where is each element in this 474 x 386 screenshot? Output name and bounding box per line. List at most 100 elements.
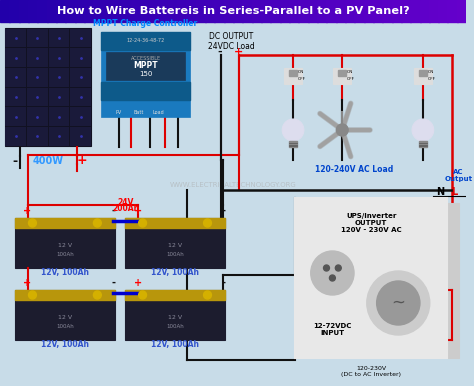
Bar (205, 0, 215, 22)
Bar (457, 0, 467, 22)
Circle shape (329, 275, 335, 281)
Text: 12V, 100Ah: 12V, 100Ah (41, 269, 89, 278)
Text: AC
Output: AC Output (444, 169, 472, 181)
Text: DC OUTPUT
24VDC Load: DC OUTPUT 24VDC Load (208, 32, 255, 51)
Bar (252, 0, 262, 22)
Bar (70, 29, 91, 47)
Text: -: - (111, 206, 115, 216)
Text: +: + (134, 206, 142, 216)
Text: 120-240V AC Load: 120-240V AC Load (315, 165, 393, 174)
Bar (27, 88, 48, 106)
Text: N: N (437, 187, 445, 197)
Bar (125, 218, 225, 268)
Text: How to Wire Battereis in Series-Parallel to a PV Panel?: How to Wire Battereis in Series-Parallel… (57, 6, 410, 16)
Bar (102, 0, 113, 22)
Text: 12 V: 12 V (58, 243, 72, 248)
Text: +: + (24, 278, 32, 288)
Bar (112, 0, 122, 22)
Circle shape (93, 291, 101, 299)
Bar (125, 218, 225, 228)
Text: -: - (221, 278, 225, 288)
Bar (289, 70, 297, 76)
Text: 150: 150 (139, 71, 152, 77)
Bar (106, 52, 185, 80)
Bar (37, 0, 47, 22)
Bar (177, 0, 187, 22)
Bar (5, 68, 26, 86)
Bar (5, 107, 26, 126)
Bar (125, 290, 225, 300)
Circle shape (337, 124, 348, 136)
Text: 100Ah: 100Ah (56, 323, 74, 328)
Circle shape (324, 265, 329, 271)
Text: 100Ah: 100Ah (56, 252, 74, 257)
Bar (280, 0, 290, 22)
Circle shape (377, 281, 420, 325)
Bar (140, 0, 150, 22)
Bar (65, 0, 75, 22)
Circle shape (335, 265, 341, 271)
Circle shape (139, 291, 146, 299)
Bar (27, 127, 48, 146)
Bar (345, 0, 355, 22)
Bar (295, 198, 447, 358)
Bar (233, 0, 243, 22)
Circle shape (282, 119, 304, 141)
Text: 12V, 100Ah: 12V, 100Ah (151, 340, 199, 349)
Bar (15, 218, 115, 228)
Text: +: + (134, 278, 142, 288)
Bar (158, 0, 169, 22)
Text: 100Ah: 100Ah (166, 323, 184, 328)
Bar (392, 0, 402, 22)
Bar (101, 32, 190, 117)
Text: UPS/Inverter
OUTPUT
120V - 230V AC: UPS/Inverter OUTPUT 120V - 230V AC (341, 213, 401, 233)
Bar (186, 0, 197, 22)
Bar (336, 0, 346, 22)
Bar (308, 0, 318, 22)
Text: 12V, 100Ah: 12V, 100Ah (151, 269, 199, 278)
Bar (447, 203, 459, 358)
Text: ON: ON (298, 70, 304, 74)
Bar (70, 48, 91, 67)
Circle shape (28, 291, 36, 299)
Bar (196, 0, 206, 22)
Bar (5, 127, 26, 146)
Circle shape (28, 219, 36, 227)
Bar (419, 70, 427, 76)
Bar (49, 127, 69, 146)
Bar (27, 107, 48, 126)
Text: 12-24-36-48-72: 12-24-36-48-72 (127, 39, 164, 44)
Text: -: - (12, 154, 18, 168)
Bar (125, 290, 225, 340)
Bar (438, 0, 448, 22)
Text: 200Ah: 200Ah (112, 204, 139, 213)
Bar (338, 70, 346, 76)
Bar (5, 29, 26, 47)
Text: Load: Load (153, 110, 164, 115)
Bar (5, 88, 26, 106)
Bar (74, 0, 85, 22)
Text: +: + (24, 206, 32, 216)
Text: 12 V: 12 V (168, 243, 182, 248)
Bar (5, 28, 91, 146)
Bar (333, 68, 351, 84)
Bar (364, 0, 374, 22)
Bar (84, 0, 94, 22)
Bar (0, 0, 10, 22)
Text: 12-72VDC
INPUT: 12-72VDC INPUT (313, 323, 352, 336)
Text: 12V, 100Ah: 12V, 100Ah (41, 340, 89, 349)
Bar (284, 68, 302, 84)
Text: OFF: OFF (347, 77, 355, 81)
Text: ACCESSIBLE: ACCESSIBLE (130, 56, 161, 61)
Bar (214, 0, 225, 22)
Bar (70, 68, 91, 86)
Bar (354, 0, 365, 22)
Bar (373, 0, 383, 22)
Bar (70, 107, 91, 126)
Bar (49, 29, 69, 47)
Text: ON: ON (428, 70, 434, 74)
Text: WWW.ELECTRICALTECHNOLOGY.ORG: WWW.ELECTRICALTECHNOLOGY.ORG (170, 182, 296, 188)
Bar (27, 48, 48, 67)
Circle shape (311, 251, 354, 295)
Bar (70, 127, 91, 146)
